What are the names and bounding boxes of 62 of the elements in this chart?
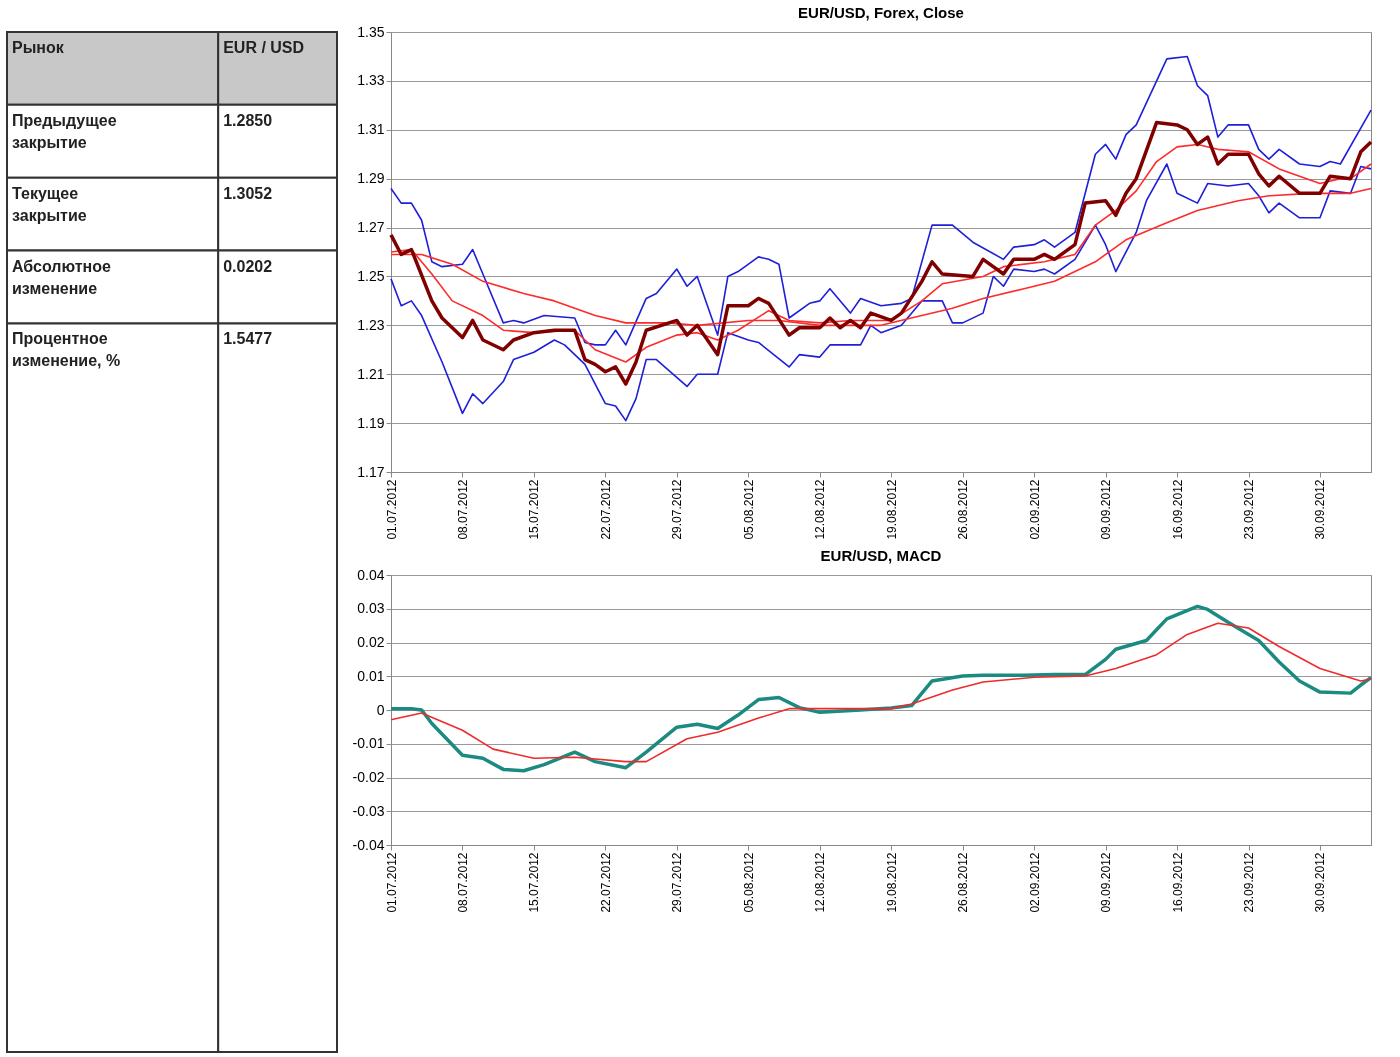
- chart-title: EUR/USD, Forex, Close: [798, 4, 964, 21]
- category-label: Абсолютное изменение: [12, 257, 111, 297]
- y-tick-label: 1.33: [357, 72, 385, 89]
- x-tick-label: 22.07.2012: [598, 479, 613, 540]
- y-tick-label: 1.27: [357, 219, 385, 236]
- x-tick-label: 30.09.2012: [1313, 479, 1328, 540]
- x-tick-label: 15.07.2012: [527, 479, 542, 540]
- y-tick-label: 0.02: [357, 634, 385, 650]
- x-tick-label: 19.08.2012: [884, 479, 899, 540]
- x-tick-label: 08.07.2012: [455, 479, 470, 540]
- x-tick-label: 23.09.2012: [1242, 852, 1256, 913]
- x-tick-label: 02.09.2012: [1027, 479, 1042, 540]
- text: 1.2850: [223, 111, 273, 129]
- x-tick-label: 15.07.2012: [527, 852, 542, 913]
- category-label: Процентное изменение, %: [12, 330, 121, 370]
- x-tick-label: 29.07.2012: [670, 852, 685, 913]
- text: EUR / USD: [223, 39, 305, 56]
- y-tick-label: 1.35: [357, 23, 385, 40]
- y-tick-label: -0.02: [352, 769, 385, 785]
- y-tick-label: -0.01: [352, 735, 385, 752]
- x-tick-label: 01.07.2012: [384, 852, 399, 913]
- line-series: [389, 604, 1373, 773]
- x-tick-label: 12.08.2012: [813, 852, 828, 913]
- x-tick-label: 29.07.2012: [670, 479, 685, 540]
- x-tick-label: 22.07.2012: [598, 852, 613, 913]
- line-series: [390, 622, 1372, 763]
- y-tick-label: -0.04: [352, 836, 385, 853]
- text: 0.0202: [223, 257, 273, 275]
- text: 1.5477: [223, 330, 273, 348]
- x-tick-label: 05.08.2012: [741, 852, 756, 913]
- y-tick-label: 1.25: [357, 267, 385, 284]
- x-tick-label: 01.07.2012: [384, 479, 399, 540]
- x-tick-label: 09.09.2012: [1099, 852, 1114, 913]
- y-tick-label: 0: [376, 701, 385, 718]
- x-tick-label: 19.08.2012: [884, 852, 899, 913]
- x-tick-label: 26.08.2012: [956, 479, 971, 540]
- y-tick-label: 1.21: [357, 365, 385, 382]
- x-tick-label: 23.09.2012: [1242, 479, 1256, 540]
- y-tick-label: 1.17: [357, 463, 385, 480]
- y-tick-label: 0.03: [357, 600, 385, 617]
- category-label: Текущее закрытие: [12, 184, 87, 224]
- y-tick-label: 1.19: [357, 414, 385, 431]
- chart-title: EUR/USD, MACD: [820, 547, 942, 564]
- x-tick-label: 09.09.2012: [1099, 479, 1114, 540]
- y-tick-label: 0.01: [357, 667, 385, 684]
- x-tick-label: 12.08.2012: [813, 479, 828, 540]
- category-label: Предыдущее закрытие: [12, 111, 117, 151]
- y-tick-label: 1.23: [357, 316, 385, 333]
- y-tick-label: 1.31: [357, 121, 385, 138]
- x-tick-label: 08.07.2012: [455, 852, 470, 913]
- x-tick-label: 05.08.2012: [741, 479, 756, 540]
- y-tick-label: 0.04: [357, 566, 385, 583]
- x-tick-label: 16.09.2012: [1170, 479, 1185, 540]
- y-tick-label: -0.03: [352, 802, 385, 819]
- text: 1.3052: [223, 184, 273, 202]
- x-tick-label: 02.09.2012: [1027, 852, 1042, 913]
- line-series: [389, 120, 1373, 386]
- y-tick-label: 1.29: [357, 170, 385, 187]
- x-tick-label: 26.08.2012: [956, 852, 971, 913]
- text: Рынок: [12, 39, 65, 56]
- x-tick-label: 30.09.2012: [1313, 852, 1328, 913]
- x-tick-label: 16.09.2012: [1170, 852, 1185, 913]
